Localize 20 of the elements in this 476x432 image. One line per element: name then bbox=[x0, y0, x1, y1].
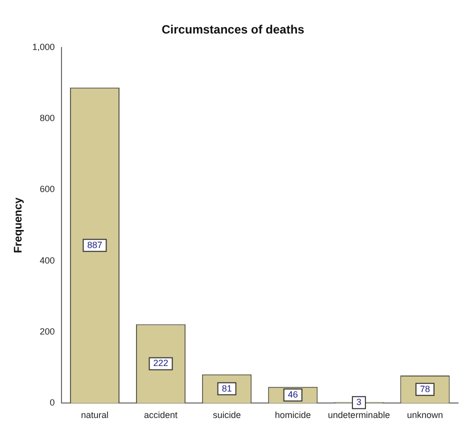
x-tick-label: homicide bbox=[274, 410, 311, 420]
data-label: 81 bbox=[222, 383, 232, 394]
x-tick-label: accident bbox=[144, 410, 178, 420]
x-tick-label: unknown bbox=[406, 410, 443, 420]
y-axis-title: Frequency bbox=[12, 196, 25, 254]
y-tick-label: 1,000 bbox=[32, 42, 55, 52]
data-label: 78 bbox=[420, 384, 430, 394]
x-tick-label: natural bbox=[80, 410, 109, 420]
data-label: 222 bbox=[153, 358, 168, 368]
data-label: 46 bbox=[288, 390, 298, 400]
y-tick-label: 200 bbox=[40, 326, 55, 337]
x-tick-label: undeterminable bbox=[328, 410, 390, 420]
chart-title: Circumstances of deaths bbox=[162, 22, 305, 37]
data-label: 3 bbox=[356, 397, 362, 408]
data-label: 887 bbox=[87, 240, 102, 250]
y-tick-label: 400 bbox=[40, 255, 55, 266]
y-tick-label: 800 bbox=[40, 113, 55, 124]
y-tick-label: 0 bbox=[50, 398, 55, 408]
y-tick-label: 600 bbox=[40, 184, 55, 194]
x-tick-label: suicide bbox=[212, 410, 241, 420]
